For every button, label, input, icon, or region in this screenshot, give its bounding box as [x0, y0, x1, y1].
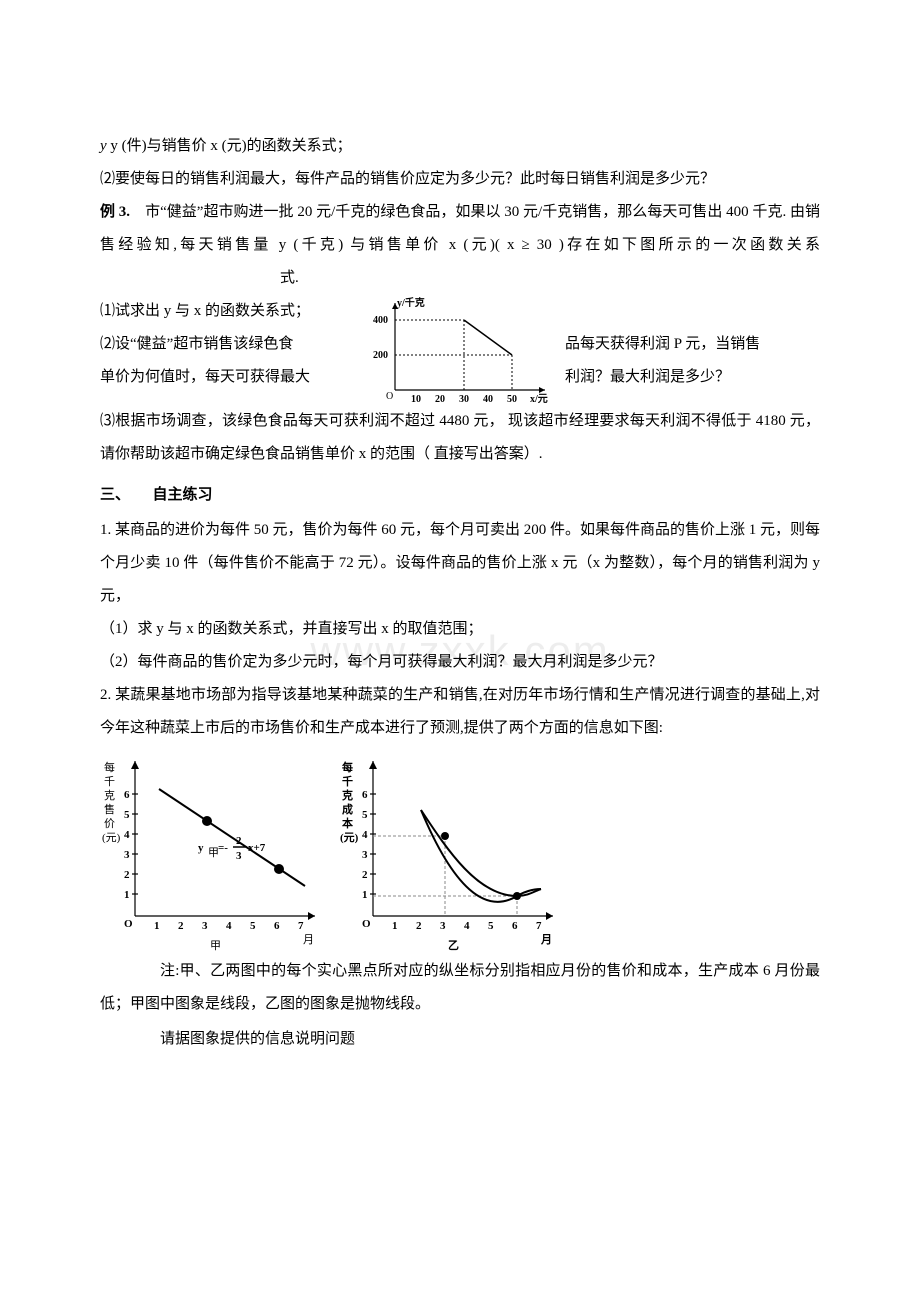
- svg-text:千: 千: [104, 775, 115, 788]
- svg-text:3: 3: [236, 850, 242, 862]
- example2-q2: ⑵要使每日的销售利润最大，每件产品的销售价应定为多少元？此时每日销售利润是多少元…: [100, 163, 820, 196]
- example3-intro: 例 3. 市“健益”超市购进一批 20 元/千克的绿色食品，如果以 30 元/千…: [100, 196, 820, 295]
- ex3-q2-right: 品每天获得利润 P 元，当销售: [565, 328, 820, 361]
- svg-text:千: 千: [342, 774, 353, 788]
- ex3-q1: ⑴试求出 y 与 x 的函数关系式；: [100, 295, 355, 328]
- svg-text:克: 克: [104, 789, 115, 802]
- ex3-q2-left: ⑵设“健益”超市销售该绿色食: [100, 328, 355, 361]
- svg-text:5: 5: [250, 920, 256, 932]
- svg-text:4: 4: [464, 920, 470, 932]
- svg-text:O: O: [362, 918, 371, 930]
- svg-text:克: 克: [342, 788, 353, 802]
- svg-text:6: 6: [124, 789, 130, 801]
- svg-text:=-: =-: [218, 842, 228, 854]
- svg-text:7: 7: [536, 920, 542, 932]
- example3-label: 例 3.: [100, 204, 130, 220]
- svg-text:x/元: x/元: [530, 393, 548, 405]
- svg-text:30: 30: [459, 394, 469, 405]
- ex3-chart: y/千克 x/元 O 400 200 10 20 30 40 50: [365, 295, 555, 405]
- example3-split-row: ⑴试求出 y 与 x 的函数关系式； ⑵设“健益”超市销售该绿色食 单价为何值时…: [100, 295, 820, 405]
- svg-text:1: 1: [154, 920, 160, 932]
- svg-text:3: 3: [202, 920, 208, 932]
- practice-q1-sub1: （1）求 y 与 x 的函数关系式，并直接写出 x 的取值范围；: [100, 613, 820, 646]
- svg-text:1: 1: [124, 889, 130, 901]
- svg-text:3: 3: [124, 849, 130, 861]
- ex3-q2b-left: 单价为何值时，每天可获得最大: [100, 361, 355, 394]
- practice-q1: 1. 某商品的进价为每件 50 元，售价为每件 60 元，每个月可卖出 200 …: [100, 514, 820, 613]
- chart-note1: 注:甲、乙两图中的每个实心黑点所对应的纵坐标分别指相应月份的售价和成本，生产成本…: [100, 955, 820, 1021]
- svg-text:200: 200: [373, 350, 388, 361]
- chart-b: 每 千 克 成 本 (元) O 1 2 3 4 5 6: [338, 751, 568, 951]
- svg-text:月: 月: [540, 933, 552, 946]
- svg-text:乙: 乙: [448, 939, 459, 951]
- svg-text:甲: 甲: [210, 940, 221, 951]
- svg-text:本: 本: [342, 816, 353, 830]
- svg-text:3: 3: [362, 849, 368, 861]
- svg-text:每: 每: [104, 760, 115, 774]
- svg-text:6: 6: [362, 789, 368, 801]
- section3-heading: 三、 自主练习: [100, 479, 820, 512]
- svg-text:4: 4: [226, 920, 232, 932]
- svg-text:50: 50: [507, 394, 517, 405]
- practice-q1-sub2: （2）每件商品的售价定为多少元时，每个月可获得最大利润？最大月利润是多少元？: [100, 646, 820, 679]
- line-y-sales: y y (件)与销售价 x (元)的函数关系式；: [100, 130, 820, 163]
- svg-text:(元): (元): [102, 832, 121, 844]
- dual-chart-row: 每 千 克 售 价 (元) O 1 2 3 4 5 6: [100, 751, 820, 951]
- chart-a: 每 千 克 售 价 (元) O 1 2 3 4 5 6: [100, 751, 330, 951]
- svg-text:1: 1: [392, 920, 398, 932]
- ex3-q2b-right: 利润？最大利润是多少？: [565, 361, 820, 394]
- svg-text:价: 价: [104, 817, 115, 830]
- svg-text:6: 6: [274, 920, 280, 932]
- svg-text:2: 2: [124, 869, 130, 881]
- chart-note2: 请据图象提供的信息说明问题: [100, 1023, 820, 1056]
- svg-text:y: y: [198, 842, 204, 854]
- svg-text:成: 成: [342, 802, 353, 816]
- svg-text:10: 10: [411, 394, 421, 405]
- svg-text:O: O: [386, 391, 393, 402]
- svg-text:3: 3: [440, 920, 446, 932]
- svg-text:5: 5: [124, 809, 130, 821]
- svg-text:2: 2: [178, 920, 184, 932]
- svg-text:4: 4: [124, 829, 130, 841]
- svg-text:2: 2: [416, 920, 422, 932]
- svg-text:y/千克: y/千克: [397, 296, 425, 309]
- practice-q2: 2. 某蔬果基地市场部为指导该基地某种蔬菜的生产和销售,在对历年市场行情和生产情…: [100, 679, 820, 745]
- svg-text:售: 售: [104, 802, 115, 816]
- ex3-q2-right-blank: [565, 295, 820, 328]
- svg-text:O: O: [124, 918, 133, 930]
- ex3-q3: ⑶根据市场调查，该绿色食品每天可获利润不超过 4480 元， 现该超市经理要求每…: [100, 405, 820, 471]
- svg-text:月: 月: [303, 934, 314, 946]
- svg-text:每: 每: [342, 760, 353, 774]
- svg-text:20: 20: [435, 394, 445, 405]
- svg-text:5: 5: [362, 809, 368, 821]
- svg-text:40: 40: [483, 394, 493, 405]
- svg-text:1: 1: [362, 889, 368, 901]
- svg-text:6: 6: [512, 920, 518, 932]
- svg-text:(元): (元): [340, 831, 359, 844]
- svg-text:x+7: x+7: [248, 842, 266, 854]
- svg-text:7: 7: [298, 920, 304, 932]
- svg-text:400: 400: [373, 315, 388, 326]
- svg-text:2: 2: [362, 869, 368, 881]
- svg-text:4: 4: [362, 829, 368, 841]
- svg-text:2: 2: [236, 835, 242, 847]
- svg-text:5: 5: [488, 920, 494, 932]
